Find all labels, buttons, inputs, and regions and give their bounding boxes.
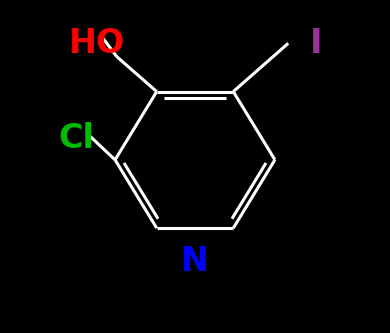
Text: N: N [181, 245, 209, 278]
Text: Cl: Cl [58, 122, 94, 155]
Text: HO: HO [69, 27, 125, 60]
Text: I: I [310, 27, 323, 60]
